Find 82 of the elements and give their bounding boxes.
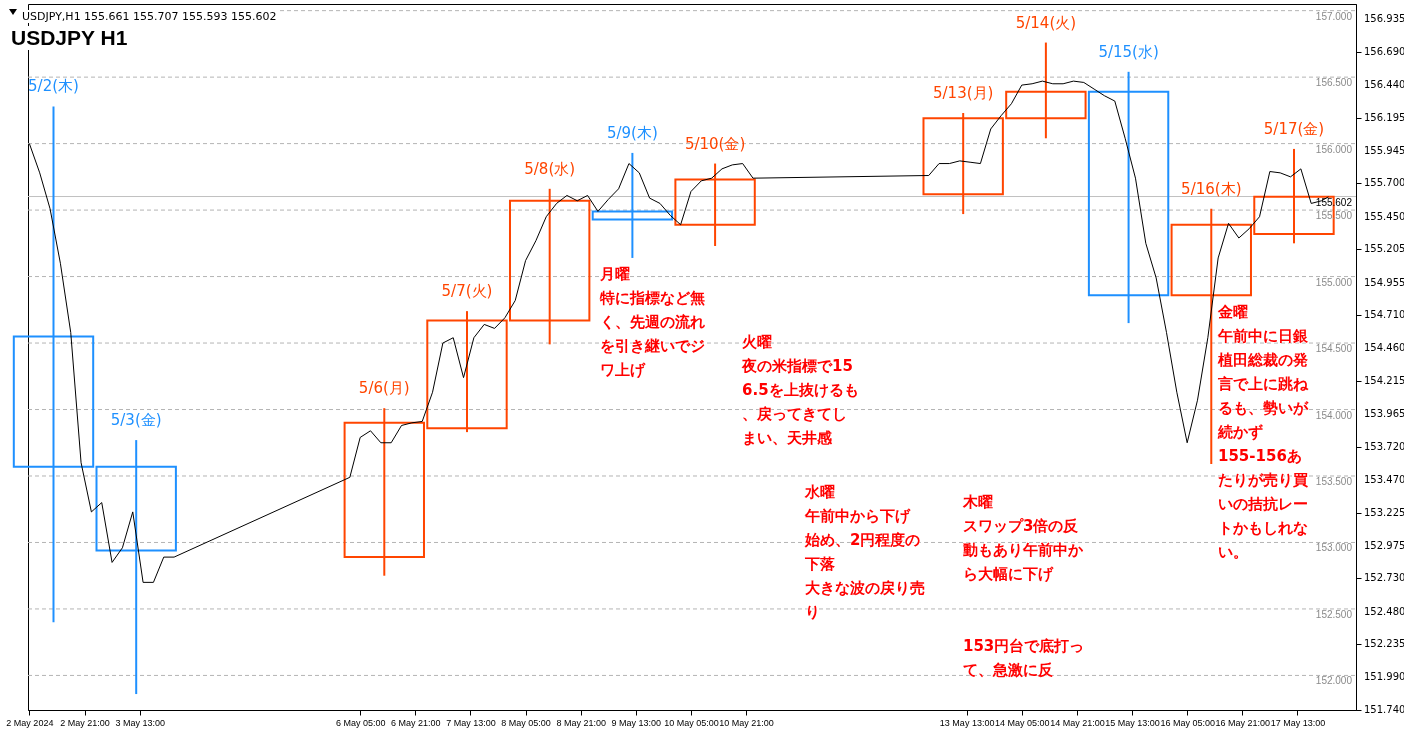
y-tick-label: 153.225 xyxy=(1364,506,1404,518)
x-tick-label: 13 May 13:00 xyxy=(939,717,995,728)
annotation: 5/7(火) xyxy=(441,282,493,301)
candlestick xyxy=(674,162,756,247)
x-tick-label: 16 May 05:00 xyxy=(1160,717,1215,728)
annotation: スワップ3倍の反動もあり午前中から大幅に下げ xyxy=(963,516,1084,585)
annotation: 5/8(水) xyxy=(524,159,576,178)
x-tick-label: 9 May 13:00 xyxy=(611,717,662,728)
x-tick-label: 10 May 21:00 xyxy=(719,717,774,728)
annotation: 5/15(水) xyxy=(1098,42,1159,61)
annotation: 5/16(木) xyxy=(1181,179,1242,198)
ref-line-label: 153.500 xyxy=(1315,476,1353,487)
annotation: 5/6(月) xyxy=(358,379,410,398)
y-tick-label: 153.470 xyxy=(1364,473,1404,485)
x-tick-label: 6 May 05:00 xyxy=(335,717,386,728)
candlestick xyxy=(591,151,674,259)
ref-line-label: 154.500 xyxy=(1315,343,1353,355)
y-tick-label: 156.195 xyxy=(1364,111,1404,123)
x-tick-label: 2 May 2024 xyxy=(6,717,54,728)
x-tick-label: 10 May 05:00 xyxy=(664,717,719,728)
text: USDJPY H1 xyxy=(9,26,130,50)
y-tick-label: 155.450 xyxy=(1364,210,1404,222)
x-tick-label: 8 May 05:00 xyxy=(501,717,551,728)
annotation: 5/9(木) xyxy=(606,123,658,142)
ref-line-label: 156.000 xyxy=(1315,143,1353,155)
y-tick-label: 156.935 xyxy=(1364,13,1404,25)
ref-line-label: 157.000 xyxy=(1315,10,1353,22)
annotation: 火曜 xyxy=(742,332,772,353)
annotation: 月曜 xyxy=(600,264,630,285)
ref-line-label: 153.000 xyxy=(1315,542,1353,554)
annotation: 153円台で底打って、急激に反 xyxy=(963,636,1086,681)
annotation: 大きな波の戻り売り xyxy=(805,578,926,623)
candlestick xyxy=(1087,70,1170,325)
x-tick-label: 17 May 13:00 xyxy=(1270,717,1326,728)
annotation: 5/2(木) xyxy=(28,77,79,96)
x-tick-label: 8 May 21:00 xyxy=(556,717,606,728)
y-tick-label: 152.975 xyxy=(1364,539,1404,551)
y-tick-label: 154.955 xyxy=(1364,276,1404,288)
y-tick-label: 151.990 xyxy=(1364,670,1404,682)
annotation: 5/10(金) xyxy=(684,134,746,153)
annotation: 水曜 xyxy=(805,482,835,503)
y-tick-label: 151.740 xyxy=(1364,704,1404,715)
annotation: 5/13(月) xyxy=(932,84,994,103)
y-tick-label: 152.480 xyxy=(1364,605,1404,617)
ref-line-label: 152.500 xyxy=(1315,608,1353,620)
y-tick-label: 153.965 xyxy=(1364,408,1404,420)
annotation: 5/17(金) xyxy=(1263,119,1325,138)
y-tick-label: 154.710 xyxy=(1364,309,1404,321)
x-tick-label: 15 May 13:00 xyxy=(1105,717,1160,728)
text: USDJPY,H1 155.661 155.707 155.593 155.602 xyxy=(20,10,279,23)
y-tick-label: 155.700 xyxy=(1364,177,1404,189)
ref-line-label: 154.000 xyxy=(1315,409,1353,421)
annotation: 午前中に日銀植田総裁の発言で上に跳ねるも、勢いが続かず xyxy=(1218,326,1310,443)
y-tick-label: 152.730 xyxy=(1364,572,1404,584)
ref-line-label: 156.500 xyxy=(1315,77,1353,89)
x-tick-label: 16 May 21:00 xyxy=(1215,717,1271,728)
annotation: 5/14(火) xyxy=(1015,13,1077,32)
y-tick-label: 153.720 xyxy=(1364,440,1404,452)
ref-line-label: 155.000 xyxy=(1315,276,1353,288)
annotation: 午前中から下げ始め、2円程度の下落 xyxy=(805,506,922,575)
x-tick-label: 7 May 13:00 xyxy=(446,717,496,728)
annotation: 5/3(金) xyxy=(110,411,162,430)
annotation: 155-156あたりが売り買いの拮抗レートかもしれない。 xyxy=(1218,446,1309,563)
ref-line-label: 152.000 xyxy=(1315,675,1353,687)
candlestick xyxy=(95,439,177,696)
y-tick-label: 155.945 xyxy=(1364,144,1404,156)
x-tick-label: 2 May 21:00 xyxy=(60,717,110,728)
y-tick-label: 155.205 xyxy=(1364,243,1404,255)
x-tick-label: 14 May 05:00 xyxy=(994,717,1050,728)
y-tick-label: 154.215 xyxy=(1364,374,1404,386)
y-tick-label: 156.690 xyxy=(1364,45,1404,57)
y-tick-label: 154.460 xyxy=(1364,342,1404,354)
annotation: 夜の米指標で156.5を上抜けるも、戻ってきてしまい、天井感 xyxy=(742,356,860,449)
x-tick-label: 6 May 21:00 xyxy=(391,717,441,728)
y-tick-label: 152.235 xyxy=(1364,638,1404,650)
annotation: 木曜 xyxy=(963,492,993,513)
x-tick-label: 14 May 21:00 xyxy=(1050,717,1105,728)
candlestick xyxy=(12,105,95,624)
x-tick-label: 3 May 13:00 xyxy=(115,717,165,728)
annotation: 金曜 xyxy=(1218,302,1248,323)
annotation: 特に指標など無く、先週の流れを引き継いでジワ上げ xyxy=(600,288,706,381)
y-tick-label: 156.440 xyxy=(1364,79,1404,91)
